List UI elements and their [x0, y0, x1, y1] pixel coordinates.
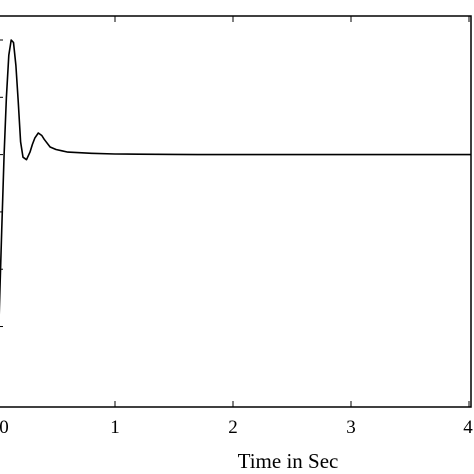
series-line	[0, 39, 471, 315]
x-tick-label: 3	[346, 417, 356, 438]
x-axis-label: Time in Sec	[238, 449, 339, 473]
plot-border	[0, 15, 472, 408]
series-layer	[0, 39, 471, 315]
x-tick-label: 2	[228, 417, 238, 438]
x-ticks: 0 1 2 3 4	[0, 16, 473, 438]
plot-frame	[0, 15, 472, 408]
x-tick-label: 0	[0, 417, 9, 438]
x-tick-label: 4	[463, 417, 473, 438]
x-tick-label: 1	[110, 417, 120, 438]
